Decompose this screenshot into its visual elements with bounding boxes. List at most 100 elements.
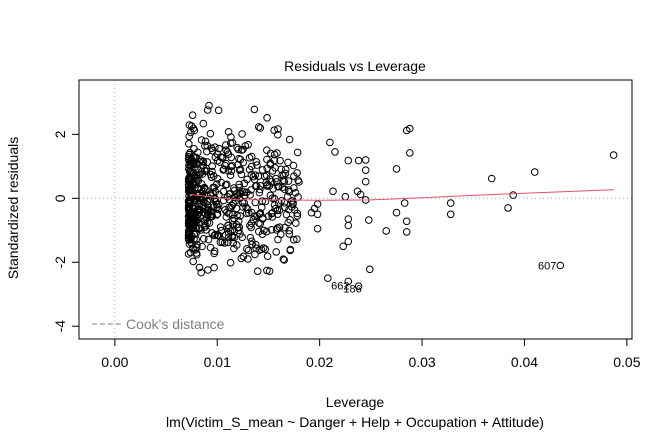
data-point (202, 186, 210, 194)
data-point (225, 190, 233, 198)
data-point (253, 267, 262, 276)
data-point (609, 151, 618, 159)
data-point (184, 250, 193, 258)
data-point (185, 140, 193, 148)
data-point (274, 182, 282, 191)
data-point (239, 252, 248, 261)
data-point (281, 169, 290, 178)
data-point (261, 197, 270, 206)
data-point (210, 194, 219, 203)
data-point (216, 223, 225, 231)
data-point (235, 226, 243, 235)
data-point (217, 178, 226, 187)
data-point (228, 202, 236, 210)
data-point (269, 185, 278, 193)
data-point (255, 188, 264, 197)
data-point (188, 160, 197, 168)
data-point (208, 167, 216, 176)
data-point (219, 196, 228, 205)
data-point (202, 226, 210, 234)
data-point (190, 230, 199, 238)
data-point (273, 149, 281, 157)
data-point (294, 176, 302, 185)
data-point (392, 165, 401, 173)
data-point (206, 195, 214, 203)
data-point (186, 198, 194, 206)
data-point (307, 208, 316, 217)
data-point (193, 176, 201, 184)
data-point (293, 148, 302, 157)
data-point (406, 149, 414, 157)
data-point (210, 263, 218, 272)
data-point (184, 175, 193, 183)
data-point (236, 165, 245, 174)
data-point (400, 199, 409, 207)
data-point (268, 213, 277, 221)
data-point (392, 208, 401, 217)
data-point (224, 128, 233, 136)
x-tick-label: 0.01 (204, 354, 231, 370)
data-point (235, 188, 244, 196)
data-point (195, 158, 204, 166)
data-point (244, 246, 253, 255)
data-point (354, 156, 363, 165)
data-point (250, 105, 259, 114)
data-point (240, 179, 249, 188)
data-point (556, 261, 565, 270)
point-label: 662 (331, 280, 349, 292)
data-point (203, 158, 212, 166)
data-point (189, 124, 198, 133)
data-point (261, 245, 270, 253)
data-point (188, 111, 197, 119)
data-point (274, 125, 282, 133)
data-point (185, 165, 193, 173)
data-point (213, 231, 222, 239)
data-point (245, 154, 254, 162)
point-label: 186 (343, 283, 361, 295)
data-point (278, 183, 287, 192)
data-point (243, 205, 252, 213)
data-point (239, 203, 247, 211)
data-point (293, 212, 302, 220)
data-point (206, 243, 215, 252)
data-point (201, 221, 209, 230)
data-point (272, 178, 281, 186)
data-point (246, 233, 255, 242)
data-point (344, 237, 353, 246)
plot-frame (78, 79, 633, 340)
data-point (203, 141, 212, 150)
data-point (227, 167, 236, 175)
data-point (293, 209, 302, 218)
data-point (204, 203, 213, 211)
data-point (190, 145, 198, 153)
data-point (213, 211, 221, 219)
data-point (288, 203, 296, 211)
data-point (254, 123, 263, 131)
y-tick-label: 0 (52, 194, 68, 202)
data-point (285, 135, 294, 144)
data-point (354, 282, 363, 291)
data-point (279, 255, 288, 264)
data-point (222, 146, 230, 154)
data-point (324, 274, 332, 283)
data-point (267, 226, 276, 234)
chart-title: Residuals vs Leverage (284, 58, 426, 74)
data-point (214, 205, 222, 214)
data-point (255, 210, 264, 219)
data-point (188, 239, 196, 248)
data-point (244, 141, 252, 149)
data-point (361, 156, 370, 164)
data-point (366, 265, 374, 274)
data-point (238, 130, 246, 138)
data-point (252, 158, 261, 166)
data-point (224, 233, 233, 242)
data-point (266, 159, 275, 167)
data-point (293, 169, 301, 177)
data-point (206, 129, 215, 138)
data-point (331, 148, 339, 156)
data-point (235, 166, 244, 174)
data-point (365, 216, 373, 224)
data-point (230, 214, 238, 223)
data-point (289, 161, 298, 170)
